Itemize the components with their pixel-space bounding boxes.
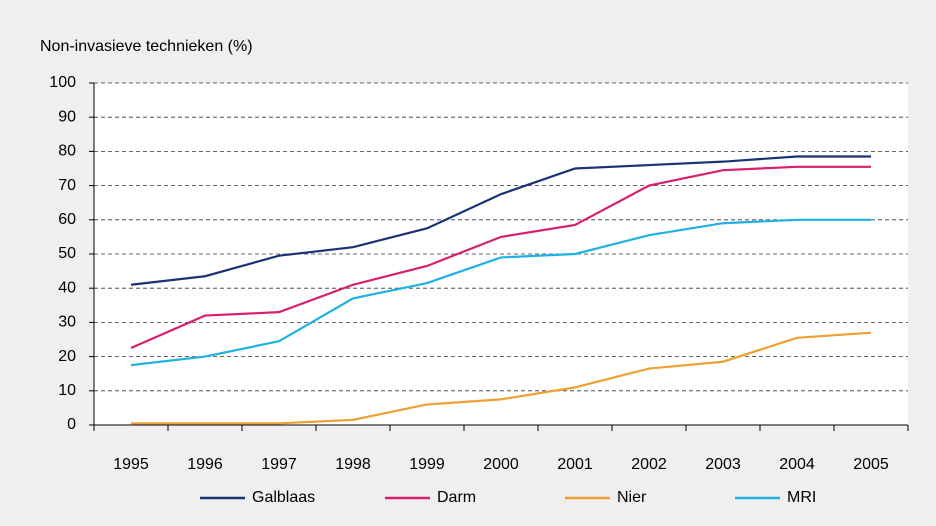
y-tick-label: 70 bbox=[58, 177, 76, 194]
y-tick-label: 60 bbox=[58, 211, 76, 228]
line bbox=[131, 331, 872, 425]
x-tick-label: 1996 bbox=[187, 456, 223, 473]
x-tick-label: 1995 bbox=[113, 456, 149, 473]
x-tick-label: 2001 bbox=[557, 456, 593, 473]
y-tick-label: 100 bbox=[49, 74, 76, 91]
y-tick-label: 50 bbox=[58, 245, 76, 262]
legend-label: MRI bbox=[787, 489, 816, 506]
y-tick-label: 90 bbox=[58, 108, 76, 125]
x-tick-label: 2000 bbox=[483, 456, 519, 473]
x-tick-label: 2004 bbox=[779, 456, 815, 473]
y-tick-label: 20 bbox=[58, 348, 76, 365]
chart-title: Non-invasieve technieken (%) bbox=[40, 38, 253, 55]
y-tick-label: 10 bbox=[58, 382, 76, 399]
x-tick-label: 1999 bbox=[409, 456, 445, 473]
x-tick-label: 2003 bbox=[705, 456, 741, 473]
y-tick-label: 80 bbox=[58, 143, 76, 160]
line bbox=[130, 218, 871, 367]
line bbox=[130, 165, 871, 350]
x-tick-label: 1997 bbox=[261, 456, 297, 473]
y-tick-label: 30 bbox=[58, 314, 76, 331]
x-tick-label: 2002 bbox=[631, 456, 667, 473]
legend-label: Nier bbox=[617, 489, 647, 506]
legend-label: Darm bbox=[437, 489, 476, 506]
x-tick-label: 2005 bbox=[853, 456, 889, 473]
y-tick-label: 0 bbox=[67, 416, 76, 433]
y-tick-label: 40 bbox=[58, 279, 76, 296]
legend-label: Galblaas bbox=[252, 489, 315, 506]
x-tick-label: 1998 bbox=[335, 456, 371, 473]
line bbox=[130, 155, 871, 286]
